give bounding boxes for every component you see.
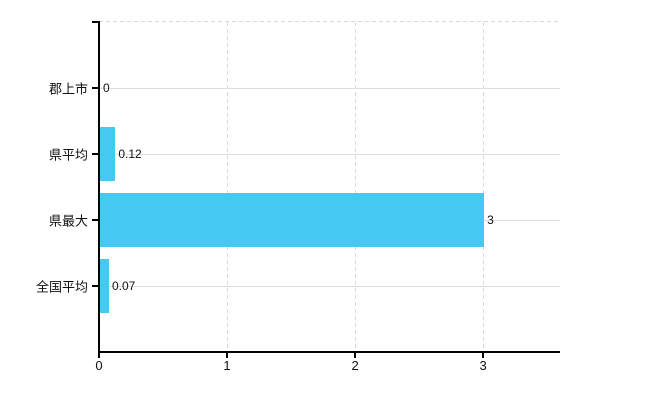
bar-value-label: 0.12 <box>118 147 142 161</box>
y-tick <box>92 87 99 89</box>
y-tick <box>92 153 99 155</box>
h-gridline <box>100 153 560 155</box>
x-tick <box>226 353 229 358</box>
category-label: 郡上市 <box>48 81 88 97</box>
v-gridline <box>482 22 484 352</box>
x-tick <box>354 353 357 358</box>
y-tick <box>92 285 99 287</box>
h-gridline <box>100 87 560 89</box>
x-tick-label: 2 <box>351 358 359 373</box>
y-tick <box>92 219 99 221</box>
y-tick <box>92 21 99 23</box>
x-tick <box>98 353 100 358</box>
x-tick-label: 3 <box>479 358 487 373</box>
v-gridline <box>354 22 356 352</box>
plot-top-border <box>99 21 560 22</box>
h-gridline <box>100 285 560 287</box>
y-axis <box>98 21 100 353</box>
x-tick-label: 1 <box>223 358 231 373</box>
bar-value-label: 0.07 <box>111 279 136 293</box>
bar-value-label: 0 <box>103 81 110 95</box>
category-label: 全国平均 <box>35 279 88 295</box>
bar-1 <box>100 127 116 181</box>
x-axis <box>98 351 560 353</box>
category-label: 県最大 <box>48 213 88 229</box>
x-tick <box>482 353 485 358</box>
category-label: 県平均 <box>48 147 88 163</box>
bar-value-label: 3 <box>487 213 494 227</box>
bar-2 <box>100 193 485 247</box>
bar-3 <box>100 259 109 313</box>
x-tick-label: 0 <box>95 358 103 373</box>
v-gridline <box>226 22 228 352</box>
